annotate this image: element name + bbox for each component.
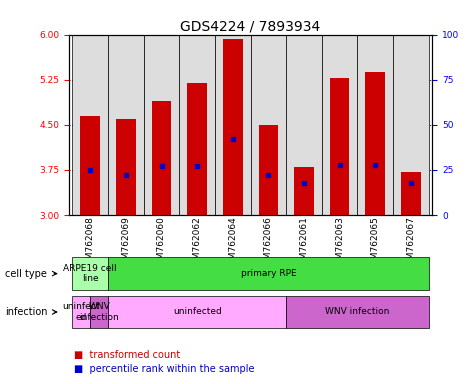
Bar xyxy=(258,125,278,215)
Bar xyxy=(294,167,314,215)
Text: uninfected: uninfected xyxy=(173,308,221,316)
Text: infection: infection xyxy=(5,307,47,317)
Bar xyxy=(365,72,385,215)
FancyBboxPatch shape xyxy=(286,35,322,215)
FancyBboxPatch shape xyxy=(143,35,180,215)
Bar xyxy=(152,101,171,215)
Bar xyxy=(223,40,243,215)
Bar xyxy=(401,172,421,215)
Text: uninfect
ed: uninfect ed xyxy=(63,302,100,322)
Text: primary RPE: primary RPE xyxy=(240,269,296,278)
Text: ■  percentile rank within the sample: ■ percentile rank within the sample xyxy=(74,364,254,374)
FancyBboxPatch shape xyxy=(358,35,393,215)
Text: ■  transformed count: ■ transformed count xyxy=(74,350,180,360)
FancyBboxPatch shape xyxy=(393,35,429,215)
Bar xyxy=(187,83,207,215)
FancyBboxPatch shape xyxy=(215,35,251,215)
Text: cell type: cell type xyxy=(5,268,47,279)
FancyBboxPatch shape xyxy=(251,35,286,215)
Bar xyxy=(80,116,100,215)
Bar xyxy=(116,119,136,215)
FancyBboxPatch shape xyxy=(180,35,215,215)
Text: ARPE19 cell
line: ARPE19 cell line xyxy=(64,264,117,283)
FancyBboxPatch shape xyxy=(322,35,358,215)
Title: GDS4224 / 7893934: GDS4224 / 7893934 xyxy=(180,20,321,33)
FancyBboxPatch shape xyxy=(72,35,108,215)
Bar xyxy=(330,78,350,215)
Text: WNV
infection: WNV infection xyxy=(79,302,119,322)
FancyBboxPatch shape xyxy=(108,35,143,215)
Text: WNV infection: WNV infection xyxy=(325,308,389,316)
